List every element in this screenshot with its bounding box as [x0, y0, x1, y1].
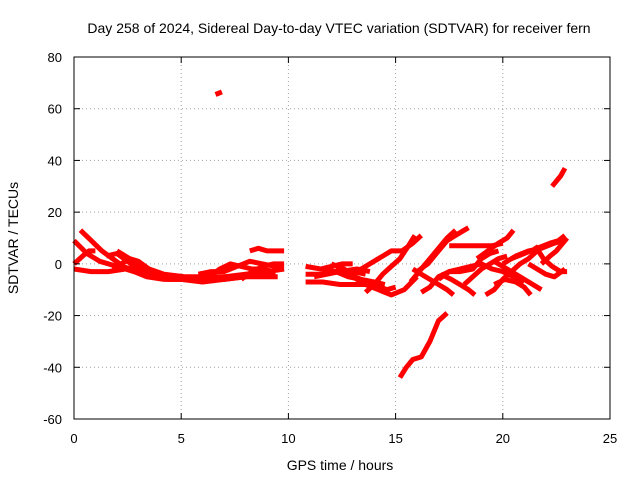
y-tick-label: 20	[48, 205, 62, 220]
x-tick-label: 15	[388, 431, 402, 446]
series-track-40	[550, 166, 568, 188]
y-tick-labels: -60 -40 -20 0 20 40 60 80	[43, 50, 62, 427]
series-track-24	[397, 311, 449, 379]
series-track-19	[334, 266, 397, 293]
x-tick-labels: 0 5 10 15 20 25	[70, 431, 617, 446]
y-tick-label: 60	[48, 102, 62, 117]
x-axis-label: GPS time / hours	[287, 457, 394, 473]
y-tick-label: 40	[48, 153, 62, 168]
x-tick-label: 0	[70, 431, 77, 446]
grid-lines	[74, 57, 610, 419]
chart-title: Day 258 of 2024, Sidereal Day-to-day VTE…	[87, 20, 590, 36]
series-track-39	[539, 236, 570, 266]
plot-frame	[73, 56, 611, 420]
series-track-33	[493, 276, 533, 297]
axis-ticks	[73, 56, 611, 420]
y-tick-label: 0	[55, 257, 62, 272]
x-tick-label: 20	[496, 431, 510, 446]
y-axis-label: SDTVAR / TECUs	[5, 182, 21, 294]
series-track-18	[330, 261, 419, 298]
series-track-36	[510, 233, 567, 262]
series-track-12	[214, 89, 223, 97]
series-track-23	[415, 225, 470, 274]
series-track-31	[475, 228, 516, 261]
x-tick-label: 5	[178, 431, 185, 446]
series-track-27	[439, 271, 477, 297]
series-track-3	[72, 248, 96, 266]
series-track-37	[527, 261, 567, 280]
series-track-30	[462, 253, 508, 287]
series-track-26	[420, 248, 500, 295]
y-tick-label: -40	[43, 360, 62, 375]
y-tick-label: 80	[48, 50, 62, 65]
plot-area	[72, 89, 570, 379]
x-tick-label: 25	[603, 431, 617, 446]
series-track-21	[363, 234, 418, 295]
x-tick-label: 10	[281, 431, 295, 446]
series-track-7	[115, 248, 212, 282]
series-track-38	[532, 244, 568, 275]
y-tick-label: -20	[43, 309, 62, 324]
y-tick-label: -60	[43, 412, 62, 427]
series-track-34	[492, 259, 543, 292]
series-track-11	[249, 245, 285, 254]
series-track-10	[239, 261, 285, 282]
